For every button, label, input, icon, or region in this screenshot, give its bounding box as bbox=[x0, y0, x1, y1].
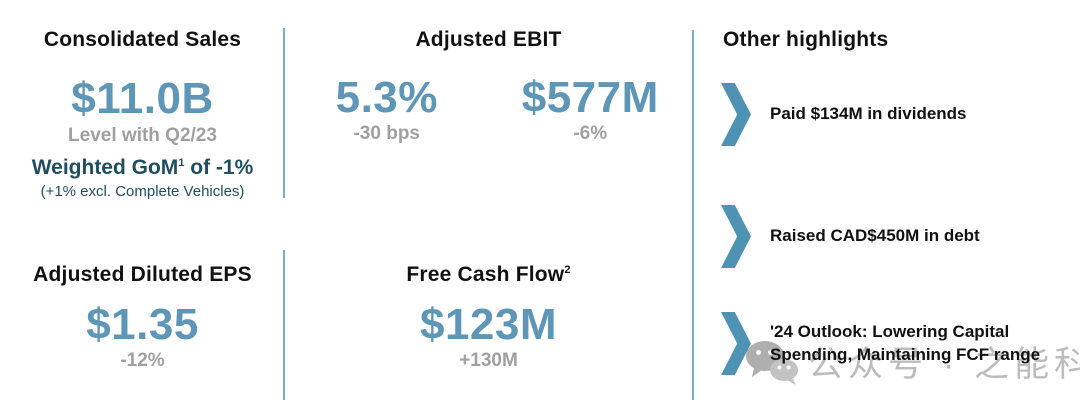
ebit-margin-delta: -30 bps bbox=[353, 123, 421, 145]
highlight-item-debt: Raised CAD$450M in debt bbox=[721, 205, 980, 268]
chevron-right-icon bbox=[721, 312, 751, 375]
other-highlights-title: Other highlights bbox=[723, 28, 889, 51]
highlight-item-dividends: Paid $134M in dividends bbox=[721, 83, 967, 146]
wechat-icon bbox=[746, 340, 798, 385]
panel-other-highlights: Other highlights Paid $134M in dividends… bbox=[692, 28, 1080, 400]
watermark: 公众号 · 之能科技 bbox=[744, 336, 1080, 387]
highlight-text: Paid $134M in dividends bbox=[770, 104, 967, 124]
vertical-divider-left-top bbox=[283, 28, 285, 198]
panel-adjusted-ebit: Adjusted EBIT 5.3% -30 bps $577M -6% bbox=[285, 28, 692, 145]
fcf-footnote-marker: 2 bbox=[564, 264, 571, 276]
consolidated-sales-comparison: Level with Q2/23 bbox=[68, 125, 217, 147]
ebit-amount-delta: -6% bbox=[573, 123, 608, 145]
chevron-right-icon bbox=[721, 83, 751, 146]
ebit-margin-value: 5.3% bbox=[335, 73, 438, 123]
adjusted-ebit-metrics: 5.3% -30 bps $577M -6% bbox=[285, 76, 692, 145]
free-cash-flow-delta: +130M bbox=[459, 350, 518, 372]
highlight-item-outlook: '24 Outlook: Lowering Capital Spending, … bbox=[721, 312, 1080, 375]
ebit-amount-value: $577M bbox=[521, 73, 659, 123]
adjusted-eps-value: $1.35 bbox=[86, 300, 199, 350]
ebit-margin-metric: 5.3% -30 bps bbox=[285, 76, 489, 145]
panel-consolidated-sales: Consolidated Sales $11.0B Level with Q2/… bbox=[0, 28, 285, 200]
consolidated-sales-value: $11.0B bbox=[71, 74, 214, 124]
ebit-amount-metric: $577M -6% bbox=[489, 76, 693, 145]
adjusted-eps-title: Adjusted Diluted EPS bbox=[33, 263, 252, 286]
vertical-divider-left-bottom bbox=[283, 250, 285, 400]
gom-note-text: Weighted GoM bbox=[31, 155, 179, 179]
consolidated-sales-title: Consolidated Sales bbox=[43, 28, 242, 51]
panel-adjusted-diluted-eps: Adjusted Diluted EPS $1.35 -12% bbox=[0, 263, 285, 372]
gom-footnote-marker: 1 bbox=[178, 156, 185, 169]
vertical-divider-right bbox=[692, 30, 694, 400]
adjusted-ebit-title: Adjusted EBIT bbox=[415, 28, 562, 51]
consolidated-sales-gom-note: Weighted GoM1 of -1% bbox=[0, 156, 285, 180]
adjusted-eps-delta: -12% bbox=[120, 350, 165, 372]
free-cash-flow-title: Free Cash Flow2 bbox=[285, 263, 692, 287]
panel-free-cash-flow: Free Cash Flow2 $123M +130M bbox=[285, 263, 692, 372]
gom-note-value: of -1% bbox=[184, 155, 254, 179]
chevron-right-icon bbox=[721, 205, 751, 268]
fcf-title-text: Free Cash Flow bbox=[406, 263, 565, 286]
watermark-text: 公众号 · 之能科技 bbox=[808, 345, 1080, 384]
free-cash-flow-value: $123M bbox=[419, 300, 558, 350]
consolidated-sales-note-detail: (+1% excl. Complete Vehicles) bbox=[40, 182, 245, 200]
highlight-text: '24 Outlook: Lowering Capital Spending, … bbox=[770, 322, 1041, 364]
highlight-text: Raised CAD$450M in debt bbox=[770, 226, 980, 246]
